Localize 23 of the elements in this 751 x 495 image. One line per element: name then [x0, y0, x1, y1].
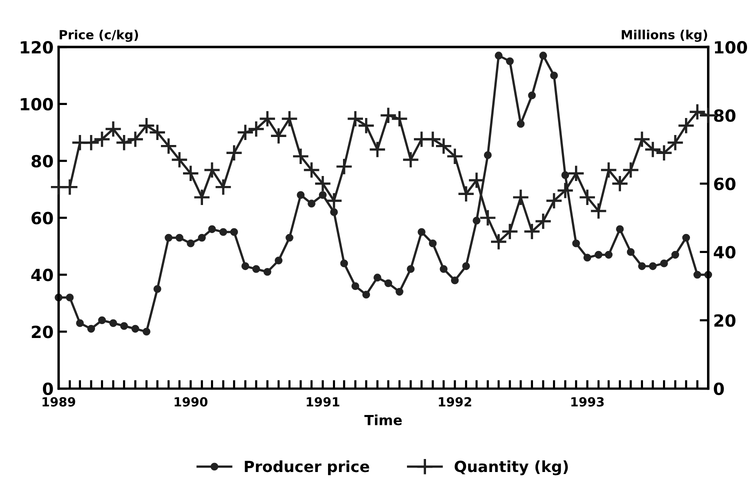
y-tick-label: 0: [42, 382, 53, 396]
x-axis-title: Time: [364, 414, 402, 426]
y2-axis-title: Millions (kg): [622, 30, 708, 42]
y2-tick-label: 60: [714, 178, 736, 190]
y-axis-title: Price (c/kg): [60, 30, 138, 42]
x-tick-label: 1993: [571, 397, 604, 407]
x-tick-label: 1992: [438, 397, 472, 407]
x-tick-label: 1989: [42, 397, 76, 407]
y2-tick-label: 0: [714, 382, 724, 396]
y-tick-label: 60: [32, 212, 53, 224]
y2-tick-label: 40: [714, 246, 736, 259]
y-tick-label: 80: [32, 154, 53, 168]
x-tick-label: 1990: [174, 397, 208, 407]
y-tick-label: 120: [20, 40, 53, 54]
y-tick-label: 40: [31, 268, 53, 282]
y-tick-label: 20: [32, 326, 53, 338]
y2-tick-label: 100: [714, 40, 748, 54]
legend-label: Producer price: [244, 460, 370, 476]
y-tick-label: 100: [20, 98, 53, 111]
y2-tick-label: 80: [714, 109, 736, 122]
y2-tick-label: 20: [714, 314, 736, 327]
legend-label: Quantity (kg): [454, 460, 568, 476]
x-tick-label: 1991: [306, 397, 340, 407]
